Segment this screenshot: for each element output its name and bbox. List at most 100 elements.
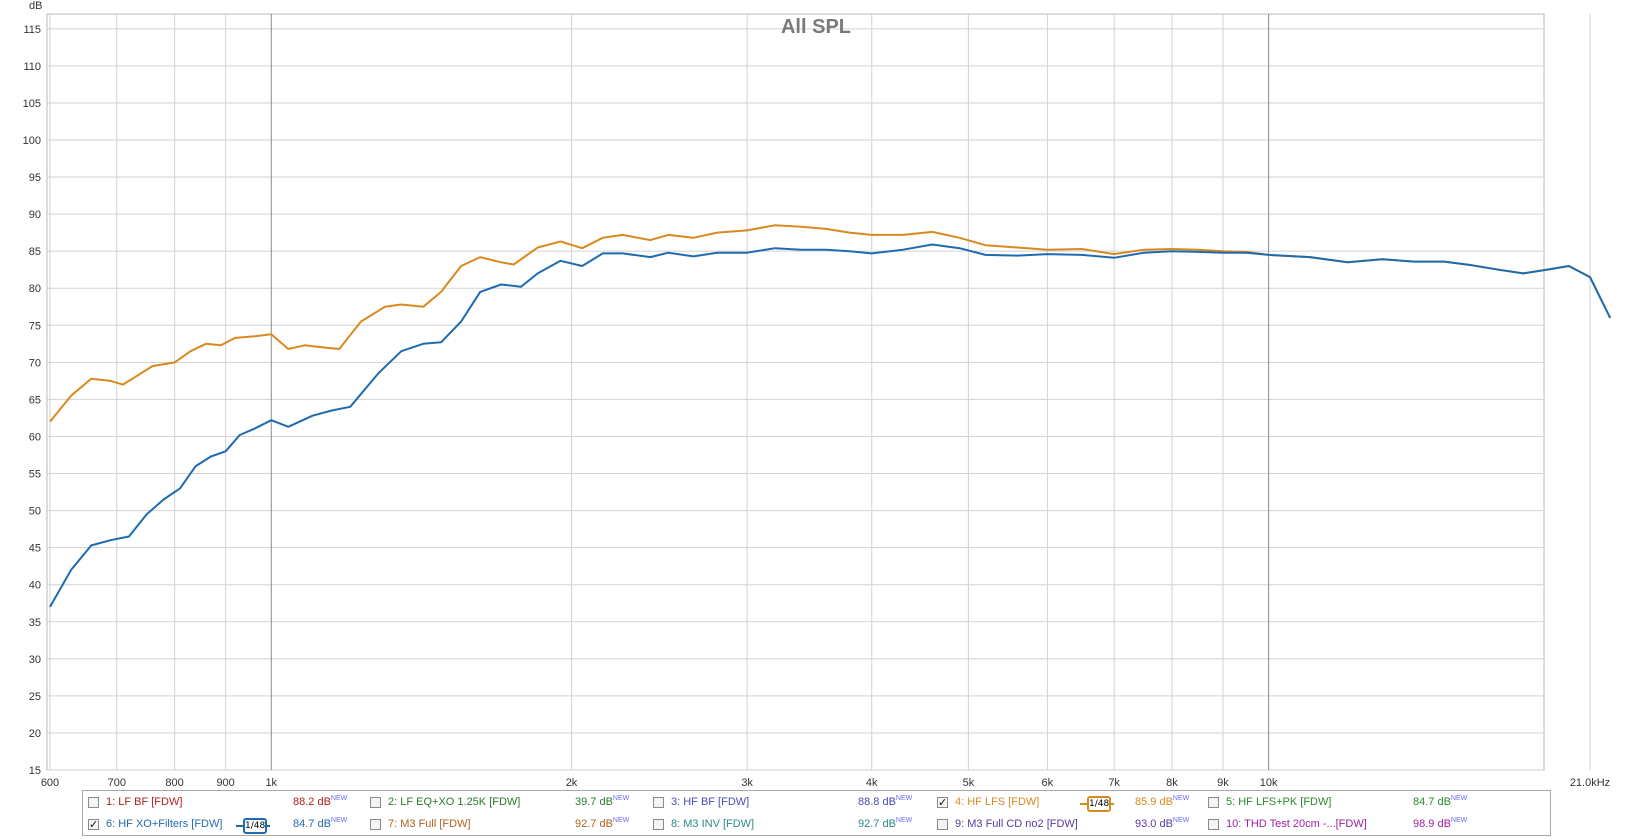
legend-item[interactable]: ✓ 6: HF XO+Filters [FDW] 1/48 84.7 dBNEW: [88, 816, 373, 834]
y-tick-label: 25: [29, 691, 41, 703]
x-tick-label: 3k: [741, 777, 753, 789]
legend-level-value: 93.0 dBNEW: [1135, 817, 1190, 830]
level-text: 88.2 dB: [293, 796, 331, 808]
new-badge: NEW: [330, 817, 348, 824]
y-tick-label: 65: [29, 394, 41, 406]
smoothing-indicator[interactable]: 1/48: [1080, 796, 1114, 812]
x-tick-label: 6k: [1042, 777, 1054, 789]
legend-level-value: 92.7 dBNEW: [575, 817, 629, 830]
new-badge: NEW: [1172, 795, 1190, 802]
legend-panel: 1: LF BF [FDW] 88.2 dBNEW 2: LF EQ+XO 1.25…: [82, 790, 1551, 836]
legend-series-name: 1: LF BF [FDW]: [106, 796, 183, 808]
new-badge: NEW: [895, 817, 913, 824]
legend-item[interactable]: 1: LF BF [FDW] 88.2 dBNEW: [88, 794, 373, 812]
y-tick-label: 40: [29, 580, 41, 592]
legend-item[interactable]: 3: HF BF [FDW] 88.8 dBNEW: [653, 794, 938, 812]
y-tick-label: 85: [29, 246, 41, 258]
smoothing-label: 1/48: [1087, 796, 1111, 812]
y-tick-label: 60: [29, 431, 41, 443]
level-text: 85.9 dB: [1135, 796, 1173, 808]
x-tick-label: 800: [165, 777, 183, 789]
y-tick-label: 80: [29, 283, 41, 295]
x-tick-label: 8k: [1166, 777, 1178, 789]
x-tick-labels: 600 700 800 900 1k 2k 3k 4k 5k 6k 7k 8k 9k 10k 21.0kHz: [41, 777, 1610, 789]
legend-item[interactable]: ✓ 4: HF LFS [FDW] 1/48 85.9 dBNEW: [937, 794, 1215, 812]
legend-series-name: 5: HF LFS+PK [FDW]: [1226, 796, 1332, 808]
x-tick-label: 4k: [866, 777, 878, 789]
y-tick-label: 70: [29, 357, 41, 369]
legend-checkbox[interactable]: [653, 797, 664, 808]
legend-level-value: 85.9 dBNEW: [1135, 795, 1190, 808]
smoothing-label: 1/48: [243, 818, 267, 834]
new-badge: NEW: [612, 795, 630, 802]
legend-checkbox[interactable]: [88, 797, 99, 808]
legend-series-name: 3: HF BF [FDW]: [671, 796, 750, 808]
x-tick-label: 9k: [1217, 777, 1229, 789]
y-tick-label: 45: [29, 543, 41, 555]
x-tick-label: 900: [216, 777, 234, 789]
y-tick-label: 35: [29, 617, 41, 629]
x-tick-label: 5k: [963, 777, 975, 789]
legend-item[interactable]: 2: LF EQ+XO 1.25K [FDW] 39.7 dBNEW: [370, 794, 655, 812]
level-text: 92.7 dB: [575, 818, 613, 830]
y-tick-label: 20: [29, 728, 41, 740]
new-badge: NEW: [1450, 817, 1468, 824]
chart-title: All SPL: [781, 16, 851, 38]
legend-series-name: 7: M3 Full [FDW]: [388, 818, 471, 830]
legend-item[interactable]: 9: M3 Full CD no2 [FDW] 93.0 dBNEW: [937, 816, 1215, 834]
legend-checkbox[interactable]: ✓: [88, 818, 99, 831]
level-text: 98.9 dB: [1413, 818, 1451, 830]
y-tick-label: 115: [23, 24, 41, 36]
y-tick-label: 100: [23, 135, 41, 147]
x-tick-label: 7k: [1108, 777, 1120, 789]
y-tick-labels: 115 110 105 100 95 90 85 80 75 70 65 60 55 50 45 40 35 30…: [23, 24, 41, 777]
x-tick-label: 10k: [1260, 777, 1278, 789]
new-badge: NEW: [895, 795, 913, 802]
y-tick-label: 15: [29, 765, 41, 777]
y-tick-label: 110: [23, 61, 41, 73]
level-text: 92.7 dB: [858, 818, 896, 830]
legend-item[interactable]: 7: M3 Full [FDW] 92.7 dBNEW: [370, 816, 655, 834]
y-axis-label: dB: [29, 0, 42, 12]
legend-item[interactable]: 10: THD Test 20cm -...[FDW] 98.9 dBNEW: [1208, 816, 1493, 834]
legend-level-value: 88.2 dBNEW: [293, 795, 348, 808]
series-line: [49, 243, 1612, 608]
y-tick-label: 75: [29, 320, 41, 332]
legend-series-name: 8: M3 INV [FDW]: [671, 818, 755, 830]
legend-level-value: 98.9 dBNEW: [1413, 817, 1468, 830]
new-badge: NEW: [1172, 817, 1190, 824]
y-tick-label: 95: [29, 172, 41, 184]
grid-lines: [47, 14, 1591, 771]
new-badge: NEW: [1450, 795, 1468, 802]
legend-item[interactable]: 8: M3 INV [FDW] 92.7 dBNEW: [653, 816, 938, 834]
legend-checkbox[interactable]: [937, 819, 948, 830]
legend-series-name: 9: M3 Full CD no2 [FDW]: [955, 818, 1078, 830]
level-text: 84.7 dB: [293, 818, 331, 830]
legend-checkbox[interactable]: [1208, 797, 1219, 808]
x-tick-label: 2k: [566, 777, 578, 789]
x-tick-label: 1k: [265, 777, 277, 789]
y-tick-label: 55: [29, 469, 41, 481]
y-tick-label: 30: [29, 654, 41, 666]
legend-checkbox[interactable]: [1208, 819, 1219, 830]
legend-item[interactable]: 5: HF LFS+PK [FDW] 84.7 dBNEW: [1208, 794, 1493, 812]
legend-series-name: 2: LF EQ+XO 1.25K [FDW]: [388, 796, 521, 808]
new-badge: NEW: [330, 795, 348, 802]
smoothing-indicator[interactable]: 1/48: [236, 818, 270, 834]
legend-checkbox[interactable]: [370, 797, 381, 808]
legend-checkbox[interactable]: [370, 819, 381, 830]
level-text: 93.0 dB: [1135, 818, 1173, 830]
y-tick-label: 105: [23, 98, 41, 110]
legend-checkbox[interactable]: ✓: [937, 796, 948, 809]
legend-checkbox[interactable]: [653, 819, 664, 830]
legend-level-value: 84.7 dBNEW: [1413, 795, 1468, 808]
x-tick-label: 700: [108, 777, 126, 789]
legend-level-value: 88.8 dBNEW: [858, 795, 913, 808]
legend-series-name: 6: HF XO+Filters [FDW]: [106, 818, 223, 830]
legend-level-value: 92.7 dBNEW: [858, 817, 913, 830]
legend-series-name: 4: HF LFS [FDW]: [955, 796, 1040, 808]
x-tick-label: 21.0kHz: [1570, 777, 1610, 789]
level-text: 88.8 dB: [858, 796, 896, 808]
y-tick-label: 50: [29, 506, 41, 518]
level-text: 84.7 dB: [1413, 796, 1451, 808]
